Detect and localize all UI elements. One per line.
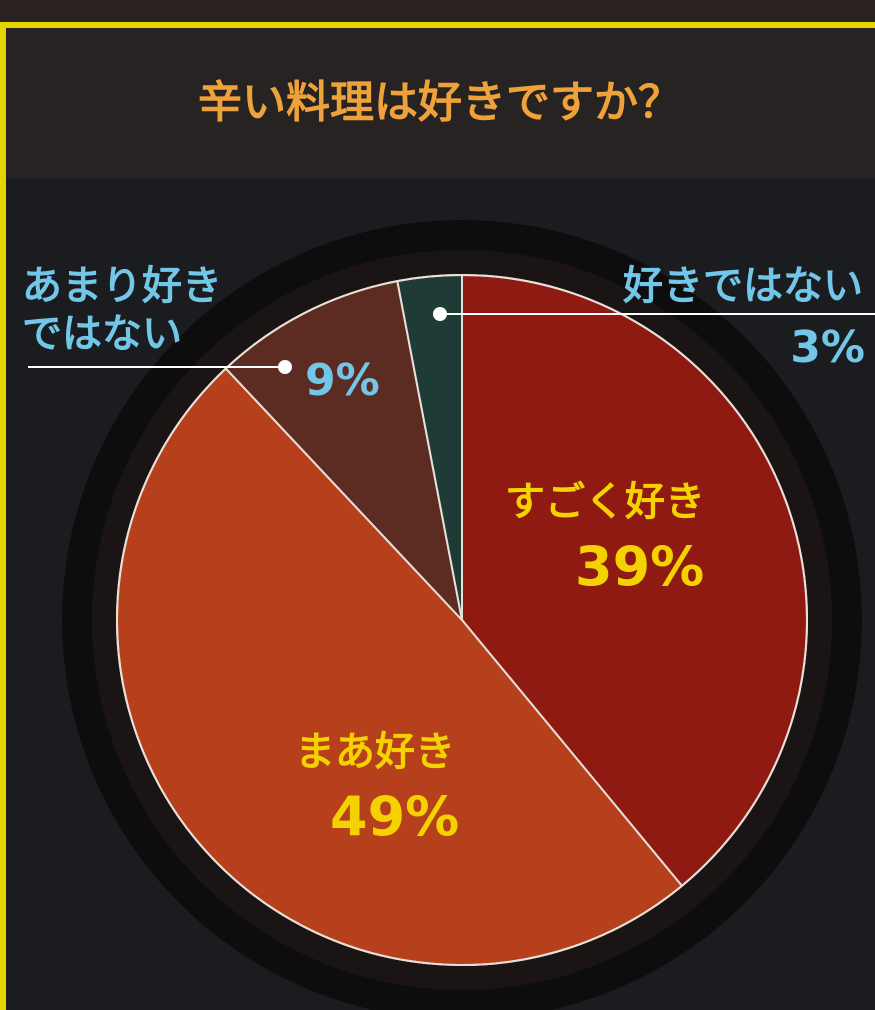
slice-label: 好きではない (623, 263, 863, 309)
value-label: 49% (330, 785, 460, 848)
title-band (6, 28, 875, 178)
chart-title: 辛い料理は好きですか？ (198, 77, 682, 128)
leader-dot (278, 360, 292, 374)
value-label: 9% (305, 355, 380, 406)
leader-dot (433, 307, 447, 321)
slice-label: すごく好き (505, 479, 705, 525)
slice-label: まあ好き (295, 729, 455, 775)
slice-label: あまり好き ではない (22, 263, 222, 357)
value-label: 39% (575, 535, 705, 598)
pie-outline (116, 274, 808, 966)
value-label: 3% (790, 322, 865, 373)
photo-strip (0, 0, 875, 22)
